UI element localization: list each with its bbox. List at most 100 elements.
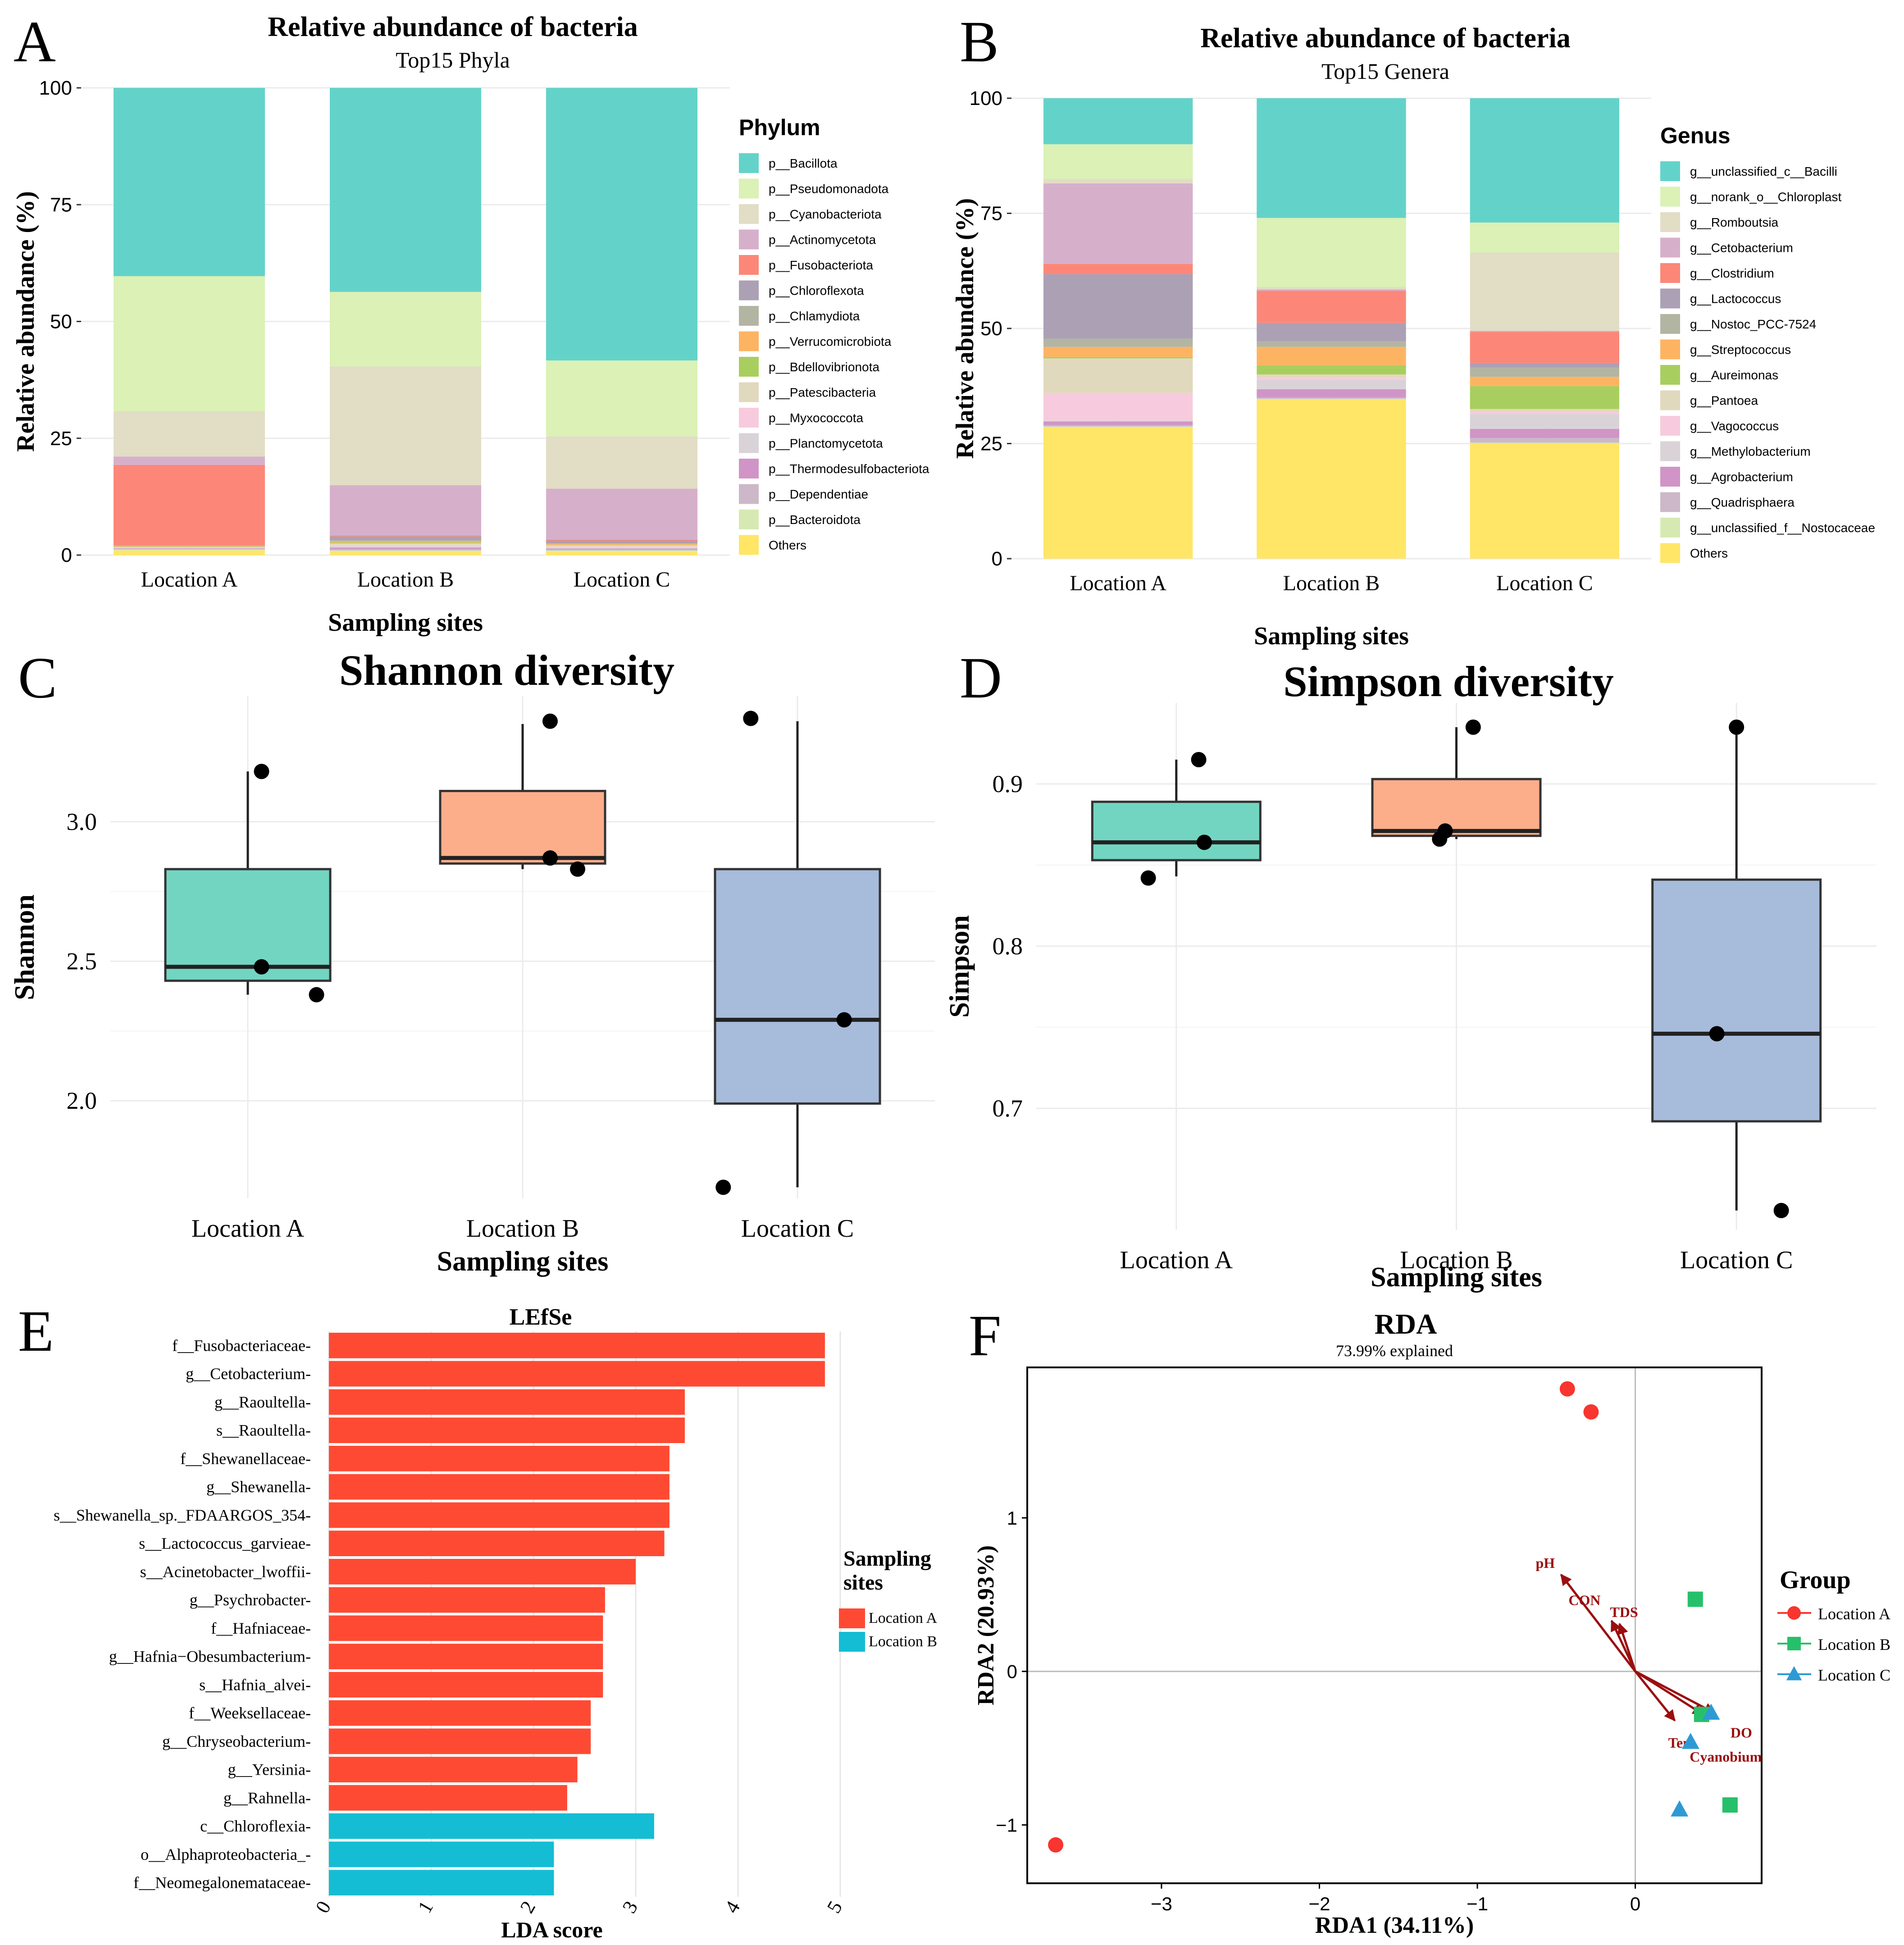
taxon-label: s__Hafnia_alvei- — [199, 1676, 311, 1694]
chart-title: Shannon diversity — [339, 646, 674, 694]
legend-swatch-p-planctomycetota — [739, 433, 759, 453]
taxon-label: f__Hafniaceae- — [211, 1619, 311, 1637]
legend-key-location-a — [1787, 1606, 1801, 1620]
sample-point-location-b — [1722, 1797, 1738, 1813]
legend-swatch-p-bdellovibrionota — [739, 357, 759, 377]
y-tick-label: 100 — [970, 87, 1002, 109]
chart-C: 2.0 2.5 3.0 Location A Location B Location C S… — [9, 646, 935, 1277]
legend-label: g__Nostoc_PCC-7524 — [1690, 317, 1816, 331]
bar-segment-p-thermodesulfobacteriota — [330, 547, 481, 549]
sample-point-location-a — [1048, 1837, 1064, 1853]
bar-segment-p-chlamydiota — [546, 543, 697, 544]
bar-segment-g-vagococcus — [1257, 378, 1406, 380]
data-point — [1465, 720, 1481, 735]
bar-segment-g-methylobacterium — [1257, 380, 1406, 389]
bar-segment-g-nostoc-pcc-7524 — [1470, 367, 1619, 377]
data-point — [254, 764, 269, 779]
legend-label: g__Aureimonas — [1690, 368, 1778, 382]
legend-label: Location B — [1818, 1635, 1890, 1653]
lda-bar-g-cetobacterium — [329, 1361, 825, 1387]
x-tick-label: 3 — [618, 1897, 642, 1917]
taxon-label: f__Neomegalonemataceae- — [133, 1874, 311, 1892]
y-axis-title: Simpson — [944, 915, 975, 1017]
env-arrow-tds — [1617, 1622, 1636, 1672]
x-tick-label: −1 — [1467, 1893, 1488, 1914]
x-tick-label: 0 — [311, 1897, 335, 1917]
x-axis-title: Sampling sites — [1371, 1262, 1542, 1293]
env-arrow-label: pH — [1535, 1555, 1555, 1571]
bar-segment-g-norank-o-chloroplast — [1257, 218, 1406, 287]
bar-segment-others — [1043, 427, 1193, 559]
x-tick-label: Location B — [1283, 571, 1380, 595]
y-tick-label: 0.7 — [993, 1095, 1023, 1122]
legend-title: sites — [843, 1571, 883, 1594]
lda-bar-g-raoultella — [329, 1389, 685, 1415]
lda-bar-g-hafnia-obesumbacterium — [329, 1644, 603, 1669]
legend-swatch-g-agrobacterium — [1660, 467, 1680, 487]
lda-bar-f-hafniaceae — [329, 1615, 603, 1641]
legend-label: Others — [769, 538, 806, 552]
lda-bar-s-lactococcus-garvieae — [329, 1530, 665, 1556]
bar-segment-g-quadrisphaera — [1043, 425, 1193, 427]
bar-segment-p-patescibacteria — [330, 543, 481, 546]
x-axis-title: RDA1 (34.11%) — [1315, 1913, 1474, 1938]
legend-label: p__Patescibacteria — [769, 386, 876, 400]
data-point — [1191, 752, 1207, 767]
plot-border — [1026, 1367, 1763, 1884]
bar-segment-g-clostridium — [1043, 264, 1193, 274]
env-arrow-label: CON — [1568, 1592, 1600, 1608]
bar-segment-g-agrobacterium — [1043, 421, 1193, 425]
bar-segment-p-chlamydiota — [330, 540, 481, 541]
bar-segment-p-dependentiae — [114, 549, 265, 550]
data-point — [570, 861, 585, 877]
legend-label: p__Bdellovibrionota — [769, 360, 879, 374]
chart-E: 0 1 2 3 4 5 f__Fusobacteriaceae-g__Cetobacteri… — [54, 1304, 937, 1942]
chart-title: Relative abundance of bacteria — [1200, 23, 1570, 54]
x-tick-label: 1 — [414, 1897, 437, 1917]
data-point — [836, 1012, 852, 1028]
legend-label: p__Myxococcota — [769, 411, 864, 425]
legend-label: p__Chlamydiota — [769, 309, 860, 323]
panel-label-a: A — [14, 9, 56, 74]
box-location-b — [1371, 778, 1542, 837]
bar-segment-g-romboutsia — [1470, 252, 1619, 331]
legend-swatch-p-myxococcota — [739, 408, 759, 428]
y-tick-label: 1 — [1007, 1508, 1017, 1529]
legend-swatch-others — [739, 535, 759, 555]
bar-segment-g-quadrisphaera — [1257, 397, 1406, 399]
sample-point-location-a — [1559, 1381, 1575, 1397]
x-tick-label: 5 — [823, 1897, 847, 1917]
taxon-label: g__Chryseobacterium- — [162, 1732, 311, 1750]
bar-segment-p-dependentiae — [546, 549, 697, 551]
taxon-label: s__Raoultella- — [216, 1421, 311, 1439]
bar-segment-p-bacillota — [546, 88, 697, 361]
y-tick-label: 25 — [50, 428, 72, 450]
legend-swatch-g-norank-o-chloroplast — [1660, 187, 1680, 207]
env-arrow-cyanobium — [1635, 1670, 1704, 1716]
bar-segment-g-unclassified-f-nostocaceae — [1257, 399, 1406, 400]
lda-bar-g-chryseobacterium — [329, 1728, 591, 1754]
legend-label: g__Quadrisphaera — [1690, 496, 1795, 510]
legend-swatch-g-cetobacterium — [1660, 237, 1680, 258]
bar-segment-g-pantoea — [1257, 374, 1406, 378]
y-tick-label: −1 — [996, 1815, 1017, 1836]
chart-B: 0 25 50 75 100 Location A Location B Location C… — [951, 23, 1875, 650]
legend-swatch-p-bacillota — [739, 153, 759, 173]
bar-segment-g-unclassified-c-bacilli — [1257, 98, 1406, 218]
bar-segment-p-chloroflexota — [114, 545, 265, 546]
y-tick-label: 0 — [1007, 1661, 1017, 1682]
legend-label: p__Planctomycetota — [769, 437, 883, 451]
bar-segment-p-pseudomonadota — [330, 292, 481, 367]
legend-swatch-p-thermodesulfobacteriota — [739, 459, 759, 478]
bar-segment-p-cyanobacteriota — [546, 436, 697, 489]
bar-segment-g-vagococcus — [1043, 393, 1193, 421]
chart-A: 0 25 50 75 100 Location A Location B Location C… — [12, 12, 929, 637]
x-tick-label: Location A — [191, 1215, 305, 1243]
legend-title: Group — [1780, 1566, 1851, 1594]
x-tick-label: 2 — [516, 1897, 540, 1917]
x-axis-title: Sampling sites — [1254, 622, 1409, 650]
taxon-label: g__Rahnella- — [223, 1789, 311, 1807]
bar-segment-p-pseudomonadota — [114, 276, 265, 411]
lda-bar-s-raoultella — [329, 1417, 685, 1443]
legend-label: g__norank_o__Chloroplast — [1690, 190, 1841, 204]
